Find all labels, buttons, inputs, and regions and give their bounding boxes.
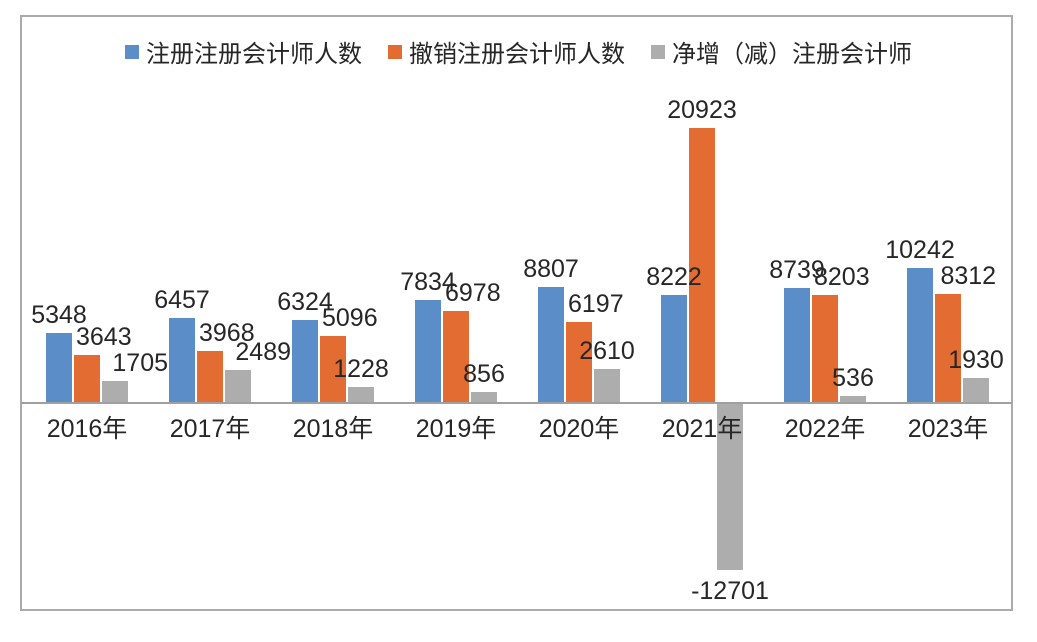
bar-series3-2019年 — [471, 391, 497, 403]
bar-series1-2016年 — [46, 332, 72, 403]
x-axis-line — [21, 402, 1012, 404]
data-label-series3-2022年: 536 — [832, 363, 874, 392]
legend-item-registered: 注册注册会计师人数 — [125, 34, 362, 69]
data-label-series2-2020年: 6197 — [568, 289, 624, 318]
bar-series3-2017年 — [225, 370, 251, 403]
legend-item-revoked: 撤销注册会计师人数 — [388, 34, 625, 69]
bar-series1-2017年 — [169, 318, 195, 403]
legend-label: 注册注册会计师人数 — [146, 41, 362, 68]
bar-series2-2021年 — [689, 128, 715, 403]
x-axis-label-2023年: 2023年 — [907, 415, 989, 443]
data-label-series1-2020年: 8807 — [523, 255, 579, 284]
bar-series3-2018年 — [348, 386, 374, 403]
bar-series1-2023年 — [907, 268, 933, 403]
bar-series1-2021年 — [661, 294, 687, 403]
legend-swatch-blue-icon — [125, 44, 139, 59]
bar-series3-2016年 — [102, 380, 128, 403]
legend: 注册注册会计师人数 撤销注册会计师人数 净增（减）注册会计师 — [0, 34, 1037, 69]
x-axis-label-2020年: 2020年 — [538, 415, 620, 443]
bar-series1-2019年 — [415, 300, 441, 403]
legend-swatch-orange-icon — [388, 44, 402, 59]
legend-swatch-gray-icon — [651, 44, 665, 59]
data-label-series3-2016年: 1705 — [112, 348, 169, 377]
bar-series3-2023年 — [963, 377, 989, 403]
data-label-series2-2016年: 3643 — [76, 323, 132, 352]
legend-label: 净增（减）注册会计师 — [672, 41, 912, 68]
legend-item-net-change: 净增（减）注册会计师 — [651, 34, 912, 69]
data-label-series3-2023年: 1930 — [948, 345, 1004, 374]
data-label-series3-2021年: -12701 — [691, 576, 769, 605]
legend-label: 撤销注册会计师人数 — [409, 41, 625, 68]
bar-series2-2017年 — [197, 350, 223, 403]
bar-series2-2019年 — [443, 311, 469, 403]
data-label-series3-2017年: 2489 — [235, 338, 292, 367]
data-label-series1-2018年: 6324 — [277, 287, 333, 316]
x-axis-label-2021年: 2021年 — [661, 415, 743, 443]
bar-series1-2018年 — [292, 319, 318, 403]
bar-series2-2018年 — [320, 336, 346, 403]
x-axis-label-2017年: 2017年 — [169, 415, 251, 443]
data-label-series1-2021年: 8222 — [646, 262, 702, 291]
data-label-series3-2018年: 1228 — [333, 354, 389, 383]
data-label-series2-2019年: 6978 — [445, 279, 501, 308]
bar-series2-2020年 — [566, 321, 592, 403]
bar-series1-2020年 — [538, 287, 564, 403]
data-label-series1-2022年: 8739 — [769, 256, 825, 285]
data-label-series1-2023年: 10242 — [885, 236, 955, 265]
data-label-series2-2017年: 3968 — [199, 318, 255, 347]
data-label-series1-2016年: 5348 — [31, 300, 87, 329]
x-axis-label-2018年: 2018年 — [292, 415, 374, 443]
data-label-series2-2018年: 5096 — [322, 304, 378, 333]
data-label-series3-2020年: 2610 — [579, 336, 635, 365]
bar-series2-2023年 — [935, 293, 961, 403]
bar-series3-2020年 — [594, 368, 620, 403]
x-axis-label-2022年: 2022年 — [784, 415, 866, 443]
data-label-series1-2019年: 7834 — [400, 268, 456, 297]
data-label-series2-2023年: 8312 — [940, 261, 997, 290]
x-axis-label-2016年: 2016年 — [46, 415, 128, 443]
data-label-series3-2019年: 856 — [463, 359, 505, 388]
bar-series3-2022年 — [840, 395, 866, 403]
chart-frame — [20, 15, 1013, 611]
data-label-series2-2021年: 20923 — [667, 96, 737, 124]
bar-series2-2016年 — [74, 355, 100, 403]
bar-series1-2022年 — [784, 288, 810, 403]
x-axis-label-2019年: 2019年 — [415, 415, 497, 443]
data-label-series1-2017年: 6457 — [154, 286, 210, 315]
bar-series3-2021年 — [717, 403, 743, 570]
bar-series2-2022年 — [812, 295, 838, 403]
data-label-series2-2022年: 8203 — [814, 263, 870, 292]
